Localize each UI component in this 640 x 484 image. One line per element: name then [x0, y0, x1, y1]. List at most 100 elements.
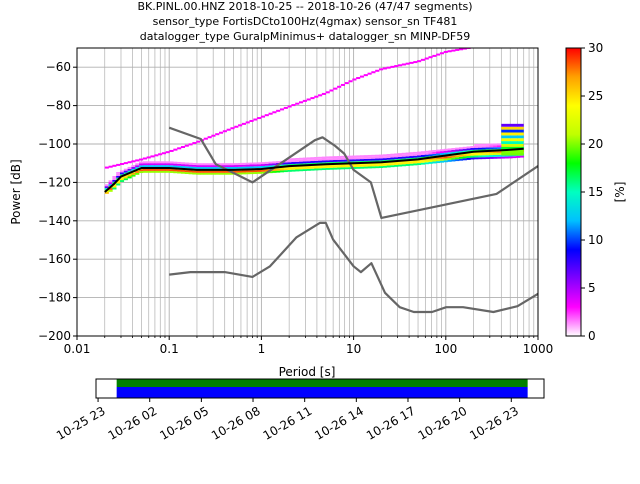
heatmap-cell [409, 161, 414, 164]
heatmap-cell [180, 162, 186, 165]
heatmap-envelope-cell [359, 75, 365, 78]
heatmap-cell [184, 170, 189, 173]
colorbar-tick-label: 10 [588, 233, 603, 247]
heatmap-cell [173, 169, 178, 172]
heatmap-cell [139, 171, 144, 174]
heatmap-cell [455, 151, 460, 154]
heatmap-cell [188, 170, 193, 173]
heatmap-cell [260, 171, 266, 174]
heatmap-cell [108, 180, 113, 183]
heatmap-cell [268, 171, 273, 174]
heatmap-cell [306, 159, 311, 162]
heatmap-cell [394, 157, 399, 160]
heatmap-cell [378, 154, 384, 157]
heatmap-cell [443, 158, 448, 161]
heatmap-cell [519, 155, 525, 158]
heatmap-cell [333, 167, 338, 170]
heatmap-cell [409, 154, 414, 157]
heatmap-cell [413, 163, 418, 166]
heatmap-cell [253, 162, 258, 165]
heatmap-cell [363, 164, 368, 167]
heatmap-cell [348, 167, 353, 170]
heatmap-cell [485, 143, 490, 146]
heatmap-envelope-cell [329, 89, 334, 92]
heatmap-cell [481, 151, 486, 154]
heatmap-cell [257, 171, 262, 174]
x-tick-label: 10 [346, 342, 361, 356]
heatmap-cell [272, 170, 277, 173]
heatmap-cell [352, 165, 357, 168]
heatmap-envelope-cell [386, 66, 391, 69]
heatmap-cell [116, 183, 121, 186]
heatmap-cell [333, 165, 338, 168]
heatmap-cell [375, 158, 380, 161]
heatmap-cell [291, 162, 296, 164]
heatmap-envelope-cell [203, 137, 208, 140]
heatmap-cell [447, 158, 452, 160]
heatmap-cell [276, 170, 281, 173]
heatmap-cell [318, 160, 323, 163]
heatmap-cell [173, 165, 178, 168]
heatmap-cell [314, 156, 319, 159]
heatmap-cell [253, 164, 258, 167]
heatmap-cell [356, 166, 361, 169]
heatmap-cell [462, 150, 467, 153]
heatmap-cell [390, 153, 395, 156]
heatmap-cell [314, 166, 319, 169]
heatmap-envelope-cell [409, 61, 414, 64]
heatmap-envelope-cell [245, 121, 250, 124]
heatmap-cell [497, 152, 502, 155]
heatmap-cell [382, 156, 387, 159]
heatmap-cell [417, 155, 422, 158]
y-axis-label: Power [dB] [9, 159, 23, 224]
heatmap-cell [283, 164, 288, 167]
heatmap-cell [462, 154, 467, 157]
heatmap-cell [287, 158, 292, 161]
heatmap-cell [428, 158, 433, 160]
heatmap-cell [508, 156, 513, 159]
heatmap-cell [184, 166, 189, 169]
x-tick-label: 0.01 [64, 342, 91, 356]
heatmap-cell [512, 156, 517, 159]
heatmap-envelope-cell [264, 114, 269, 117]
heatmap-cell [260, 165, 266, 168]
heatmap-cell [489, 156, 494, 159]
heatmap-cell [436, 151, 441, 154]
heatmap-cell [226, 172, 231, 175]
timeline-frame [95, 378, 545, 399]
heatmap-cell [283, 160, 288, 163]
ppsd-heatmap [104, 48, 525, 194]
heatmap-envelope-cell [241, 122, 246, 125]
colorbar-tick-label: 5 [588, 281, 596, 295]
heatmap-cell [177, 171, 182, 174]
heatmap-cell [173, 163, 178, 166]
heatmap-cell [257, 164, 262, 167]
heatmap-cell [291, 160, 296, 163]
heatmap-cell [276, 168, 281, 171]
heatmap-envelope-cell [165, 151, 170, 154]
heatmap-cell [325, 160, 330, 163]
heatmap-cell [226, 167, 231, 169]
heatmap-cell [306, 168, 311, 171]
heatmap-cell [443, 160, 448, 163]
colorbar-tick-label: 30 [588, 41, 603, 55]
timeline-tick-label: 10-26 02 [106, 404, 160, 443]
heatmap-cell [119, 172, 125, 175]
heatmap-cell [188, 164, 193, 167]
heatmap-cell [333, 156, 338, 159]
timeline-tick-label: 10-26 08 [209, 404, 263, 443]
heatmap-cell [390, 155, 395, 158]
heatmap-envelope-cell [405, 62, 410, 65]
heatmap-cell [180, 166, 186, 168]
x-tick-label: 1 [258, 342, 266, 356]
heatmap-cell [401, 154, 406, 157]
heatmap-cell [295, 161, 300, 164]
heatmap-cell [348, 155, 353, 158]
heatmap-cell [119, 180, 125, 182]
heatmap-cell [279, 168, 285, 171]
title-line-2: sensor_type FortisDCto100Hz(4gmax) senso… [153, 15, 458, 28]
heatmap-cell [359, 157, 365, 160]
heatmap-cell [241, 170, 246, 173]
heatmap-cell [337, 167, 342, 170]
